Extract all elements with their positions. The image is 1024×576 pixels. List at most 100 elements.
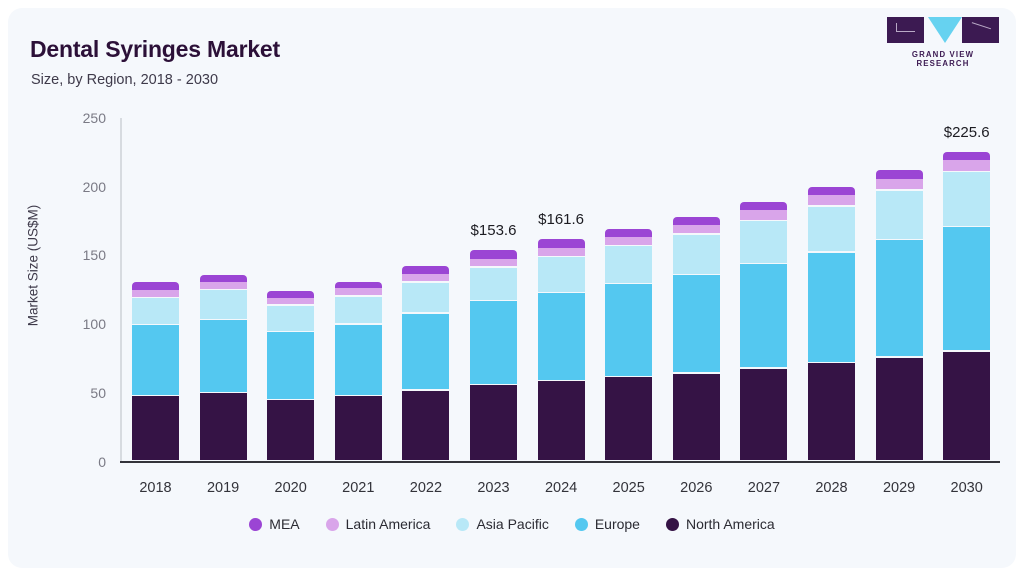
bar-segment-asia-pacific-2028[interactable] — [808, 206, 855, 252]
bar-segment-asia-pacific-2018[interactable] — [132, 297, 179, 325]
bar-segment-north-america-2025[interactable] — [605, 376, 653, 461]
bar-segment-latin-america-2018[interactable] — [132, 289, 179, 297]
bar-value-label-2024: $161.6 — [538, 211, 585, 229]
bar-2023[interactable] — [470, 8, 517, 468]
bar-segment-latin-america-2021[interactable] — [334, 288, 382, 296]
bar-segment-north-america-2028[interactable] — [808, 363, 855, 461]
bar-segment-mea-2020[interactable] — [267, 291, 315, 298]
bar-segment-latin-america-2020[interactable] — [267, 297, 315, 305]
x-axis-tick-2028: 2028 — [815, 480, 848, 496]
bar-segment-asia-pacific-2023[interactable] — [470, 267, 517, 301]
y-axis-tick-150: 150 — [82, 247, 106, 264]
bar-segment-mea-2028[interactable] — [808, 186, 855, 196]
x-axis-tick-2027: 2027 — [747, 480, 781, 496]
legend-item-latin-america[interactable]: Latin America — [325, 516, 430, 532]
bar-segment-north-america-2024[interactable] — [537, 381, 585, 461]
bar-2019[interactable] — [199, 8, 247, 468]
bar-2022[interactable] — [402, 8, 450, 468]
bar-segment-europe-2023[interactable] — [470, 301, 517, 384]
legend-swatch-icon — [325, 517, 339, 531]
bar-segment-asia-pacific-2022[interactable] — [402, 282, 450, 313]
bar-segment-mea-2023[interactable] — [470, 250, 517, 259]
bar-segment-europe-2022[interactable] — [402, 313, 450, 390]
bar-segment-mea-2019[interactable] — [199, 274, 247, 282]
bar-segment-asia-pacific-2029[interactable] — [875, 190, 923, 239]
bar-segment-latin-america-2028[interactable] — [808, 195, 855, 206]
bar-segment-europe-2018[interactable] — [132, 325, 179, 395]
bar-segment-north-america-2027[interactable] — [740, 368, 788, 461]
bar-segment-mea-2018[interactable] — [132, 281, 179, 290]
bar-segment-asia-pacific-2024[interactable] — [537, 257, 585, 292]
bar-segment-north-america-2021[interactable] — [334, 396, 382, 461]
bar-2027[interactable] — [740, 8, 788, 468]
bar-2030[interactable] — [943, 8, 991, 468]
bar-segment-europe-2030[interactable] — [943, 227, 991, 351]
bar-segment-latin-america-2029[interactable] — [875, 179, 923, 190]
y-axis-tick-200: 200 — [82, 178, 106, 195]
legend-item-europe[interactable]: Europe — [574, 516, 640, 532]
bar-segment-asia-pacific-2020[interactable] — [267, 305, 315, 331]
bar-segment-north-america-2026[interactable] — [672, 373, 720, 461]
bar-segment-europe-2027[interactable] — [740, 264, 788, 368]
bar-segment-mea-2024[interactable] — [537, 239, 585, 249]
bar-2018[interactable] — [132, 8, 179, 468]
legend-label: MEA — [269, 516, 300, 532]
bar-segment-latin-america-2022[interactable] — [402, 274, 450, 282]
logo-triangle-icon — [928, 17, 962, 43]
bar-segment-latin-america-2024[interactable] — [537, 248, 585, 257]
bar-2026[interactable] — [672, 8, 720, 468]
x-axis-line — [120, 461, 1000, 463]
legend-item-north-america[interactable]: North America — [665, 516, 775, 532]
bar-segment-europe-2021[interactable] — [334, 324, 382, 395]
logo-text: GRAND VIEW RESEARCH — [911, 50, 975, 68]
bar-segment-europe-2026[interactable] — [672, 275, 720, 373]
bar-segment-mea-2022[interactable] — [402, 266, 450, 275]
bar-segment-latin-america-2026[interactable] — [672, 224, 720, 234]
bar-segment-asia-pacific-2021[interactable] — [334, 296, 382, 324]
legend-item-asia-pacific[interactable]: Asia Pacific — [456, 516, 549, 532]
bar-2020[interactable] — [267, 8, 315, 468]
bar-2024[interactable] — [537, 8, 585, 468]
bar-segment-latin-america-2027[interactable] — [740, 210, 788, 220]
logo-right-block-icon — [962, 17, 999, 43]
bar-segment-asia-pacific-2030[interactable] — [943, 172, 991, 226]
bar-segment-asia-pacific-2026[interactable] — [672, 234, 720, 274]
bar-segment-asia-pacific-2027[interactable] — [740, 221, 788, 263]
bar-segment-mea-2027[interactable] — [740, 201, 788, 211]
bar-segment-latin-america-2025[interactable] — [605, 236, 653, 246]
bar-segment-north-america-2019[interactable] — [199, 393, 247, 461]
bar-segment-europe-2025[interactable] — [605, 284, 653, 376]
bar-segment-latin-america-2019[interactable] — [199, 281, 247, 290]
bar-segment-mea-2029[interactable] — [875, 170, 923, 180]
bar-2029[interactable] — [875, 8, 923, 468]
bar-segment-north-america-2022[interactable] — [402, 390, 450, 461]
bar-segment-asia-pacific-2019[interactable] — [199, 290, 247, 319]
bar-segment-europe-2020[interactable] — [267, 332, 315, 399]
bar-segment-europe-2019[interactable] — [199, 319, 247, 392]
chart-subtitle: Size, by Region, 2018 - 2030 — [31, 72, 219, 88]
bar-segment-mea-2030[interactable] — [943, 151, 991, 160]
bar-segment-north-america-2018[interactable] — [132, 396, 179, 461]
bar-segment-north-america-2030[interactable] — [943, 351, 991, 461]
bar-segment-europe-2028[interactable] — [808, 252, 855, 362]
bar-segment-north-america-2020[interactable] — [267, 400, 315, 461]
bar-segment-latin-america-2023[interactable] — [470, 258, 517, 267]
x-axis-tick-2020: 2020 — [274, 480, 307, 496]
bar-segment-north-america-2023[interactable] — [470, 385, 517, 461]
bar-segment-north-america-2029[interactable] — [875, 357, 923, 461]
bar-2021[interactable] — [334, 8, 382, 468]
bar-segment-mea-2021[interactable] — [334, 281, 382, 289]
grand-view-research-logo: GRAND VIEW RESEARCH — [884, 14, 1002, 68]
bar-segment-europe-2024[interactable] — [537, 293, 585, 380]
bar-2025[interactable] — [605, 8, 653, 468]
bar-segment-asia-pacific-2025[interactable] — [605, 246, 653, 283]
bar-segment-europe-2029[interactable] — [875, 240, 923, 357]
bar-segment-latin-america-2030[interactable] — [943, 159, 991, 171]
bar-segment-mea-2025[interactable] — [605, 229, 653, 237]
legend-item-mea[interactable]: MEA — [249, 516, 300, 532]
bar-segment-mea-2026[interactable] — [672, 216, 720, 225]
x-axis-tick-2018: 2018 — [139, 480, 172, 496]
legend-swatch-icon — [665, 517, 679, 531]
bar-2028[interactable] — [808, 8, 855, 468]
legend-swatch-icon — [456, 517, 470, 531]
